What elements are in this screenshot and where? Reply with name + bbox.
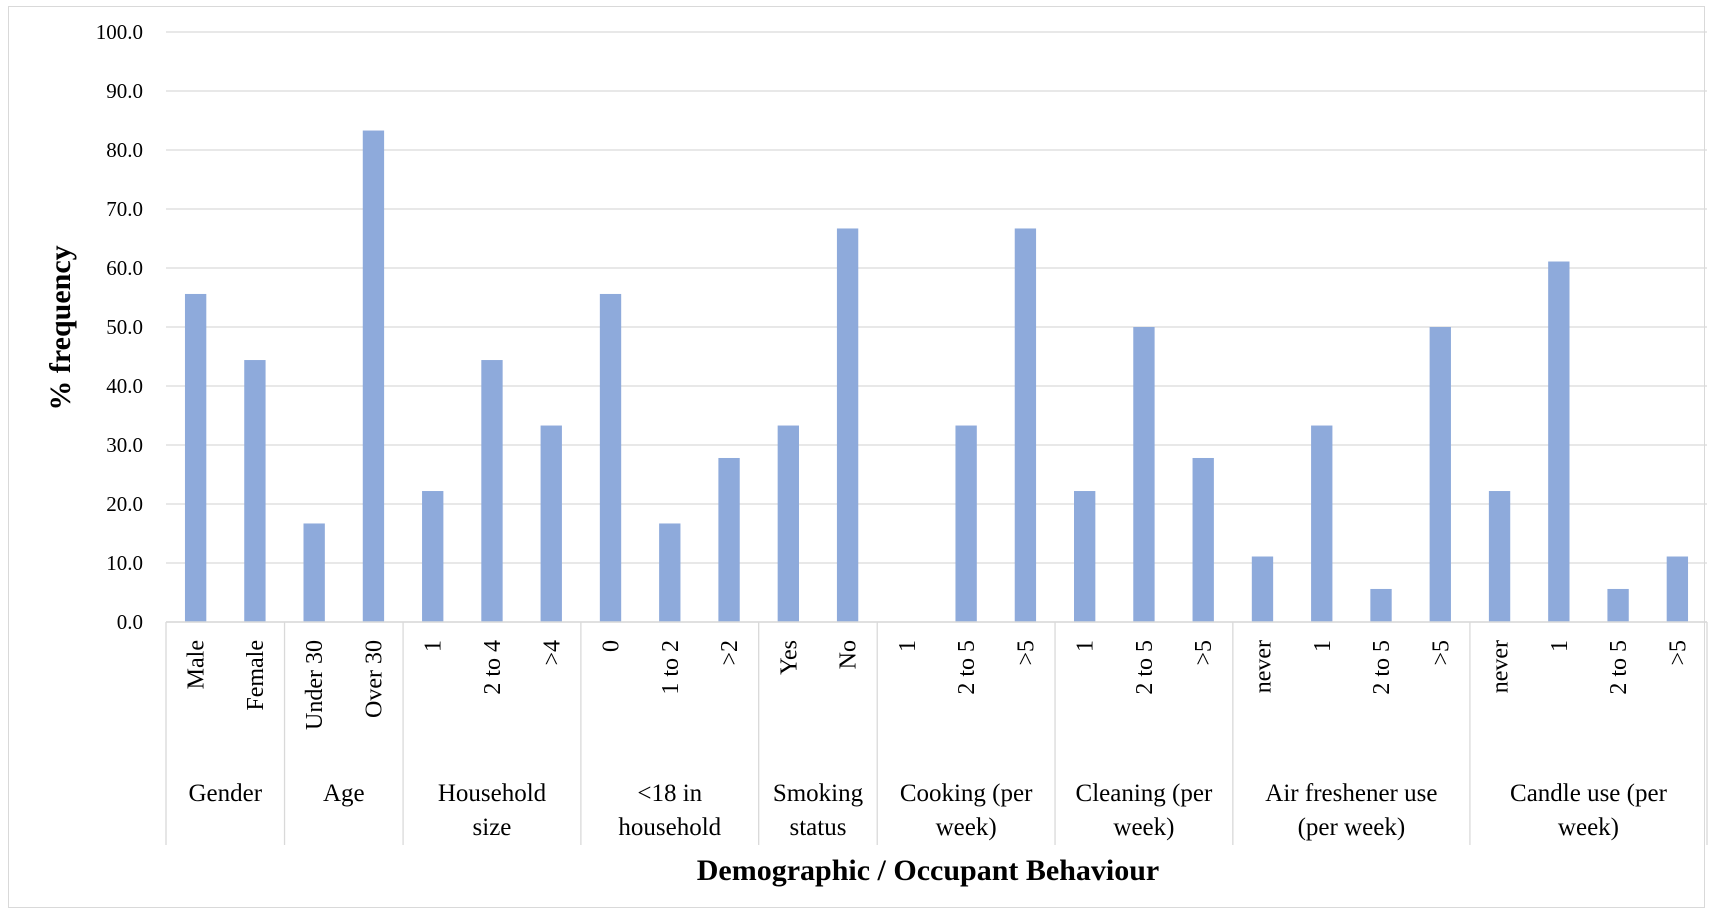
x-tick-label: >5 xyxy=(1428,640,1454,666)
bar xyxy=(718,457,740,622)
x-tick-label: 0 xyxy=(599,640,625,652)
bar xyxy=(303,523,325,622)
group-label: (per week) xyxy=(1298,814,1406,841)
bar xyxy=(422,491,444,622)
bar xyxy=(777,425,799,622)
group-label: Household xyxy=(438,780,547,807)
bar xyxy=(481,360,503,622)
group-label: Cooking (per xyxy=(900,780,1033,807)
x-tick-label: Male xyxy=(184,640,210,689)
x-axis: Male Female Gender Under 30 Over 30 Age 1 2 to … xyxy=(165,621,1708,845)
y-axis-ticks: 0.0 10.0 20.0 30.0 40.0 50.0 60.0 70.0 80.0 90.0 1… xyxy=(96,20,143,634)
x-tick-label: >5 xyxy=(1013,640,1039,666)
x-tick-label: 1 xyxy=(895,640,921,652)
x-tick-label: 1 xyxy=(1073,640,1099,652)
x-tick-label: No xyxy=(836,640,862,669)
bar xyxy=(599,293,622,622)
y-tick-label: 70.0 xyxy=(106,197,143,221)
x-tick-label: >2 xyxy=(717,640,743,666)
bar xyxy=(1488,491,1511,622)
x-tick-label: Female xyxy=(243,640,269,711)
y-tick-label: 80.0 xyxy=(106,138,143,162)
bars xyxy=(184,130,1689,622)
bar xyxy=(1192,457,1214,622)
bar xyxy=(836,228,859,622)
bar xyxy=(362,130,385,622)
x-tick-label: never xyxy=(1250,640,1276,693)
bar xyxy=(659,523,681,622)
group-label: <18 in xyxy=(637,780,702,807)
group-label: Smoking xyxy=(773,780,864,807)
x-tick-label: never xyxy=(1488,640,1514,693)
group-label: week) xyxy=(1558,814,1619,841)
x-tick-label: 1 xyxy=(1547,640,1573,652)
x-tick-label: >5 xyxy=(1665,640,1691,666)
x-tick-label: 2 to 5 xyxy=(1369,640,1395,695)
y-tick-label: 30.0 xyxy=(106,433,143,457)
y-tick-label: 60.0 xyxy=(106,256,143,280)
y-tick-label: 10.0 xyxy=(106,551,143,575)
x-axis-title: Demographic / Occupant Behaviour xyxy=(697,854,1160,887)
x-tick-label: 1 xyxy=(1310,640,1336,652)
y-tick-label: 20.0 xyxy=(106,492,143,516)
y-tick-label: 100.0 xyxy=(96,20,143,44)
bar xyxy=(1666,556,1689,622)
x-tick-label: 2 to 5 xyxy=(954,640,980,695)
bar xyxy=(1133,327,1155,622)
bar xyxy=(1074,491,1096,622)
x-tick-label: Yes xyxy=(776,640,802,675)
group-label: Air freshener use xyxy=(1265,780,1437,807)
group-label: household xyxy=(618,814,721,841)
bar xyxy=(540,425,562,622)
x-tick-label: >4 xyxy=(539,640,565,666)
x-tick-label: >5 xyxy=(1191,640,1217,666)
x-tick-label: 2 to 5 xyxy=(1606,640,1632,695)
x-tick-label: 2 to 4 xyxy=(480,640,506,695)
group-label: Cleaning (per xyxy=(1076,780,1213,807)
x-tick-label: 2 to 5 xyxy=(1132,640,1158,695)
group-label: week) xyxy=(936,814,997,841)
bar xyxy=(244,360,266,622)
bar xyxy=(955,425,977,622)
y-tick-label: 50.0 xyxy=(106,315,143,339)
x-tick-label: Over 30 xyxy=(361,640,387,718)
bar xyxy=(1311,425,1333,622)
group-label: week) xyxy=(1113,814,1174,841)
bar xyxy=(1607,588,1629,622)
group-label: status xyxy=(789,814,846,841)
x-tick-label: Under 30 xyxy=(302,640,328,730)
group-label: Gender xyxy=(188,780,262,807)
y-tick-label: 40.0 xyxy=(106,374,143,398)
group-label: Candle use (per xyxy=(1510,780,1668,807)
y-axis-title: % frequency xyxy=(44,245,77,410)
bar xyxy=(184,293,207,622)
group-label: Age xyxy=(323,780,365,807)
y-tick-label: 0.0 xyxy=(117,610,143,634)
x-tick-label: 1 to 2 xyxy=(658,640,684,695)
bar xyxy=(1370,588,1392,622)
bar xyxy=(1251,556,1274,622)
bar xyxy=(1429,327,1451,622)
y-tick-label: 90.0 xyxy=(106,79,143,103)
bar xyxy=(1014,228,1037,622)
x-tick-label: 1 xyxy=(421,640,447,652)
bar xyxy=(1548,261,1570,622)
group-label: size xyxy=(473,814,512,841)
gridlines xyxy=(166,31,1707,623)
